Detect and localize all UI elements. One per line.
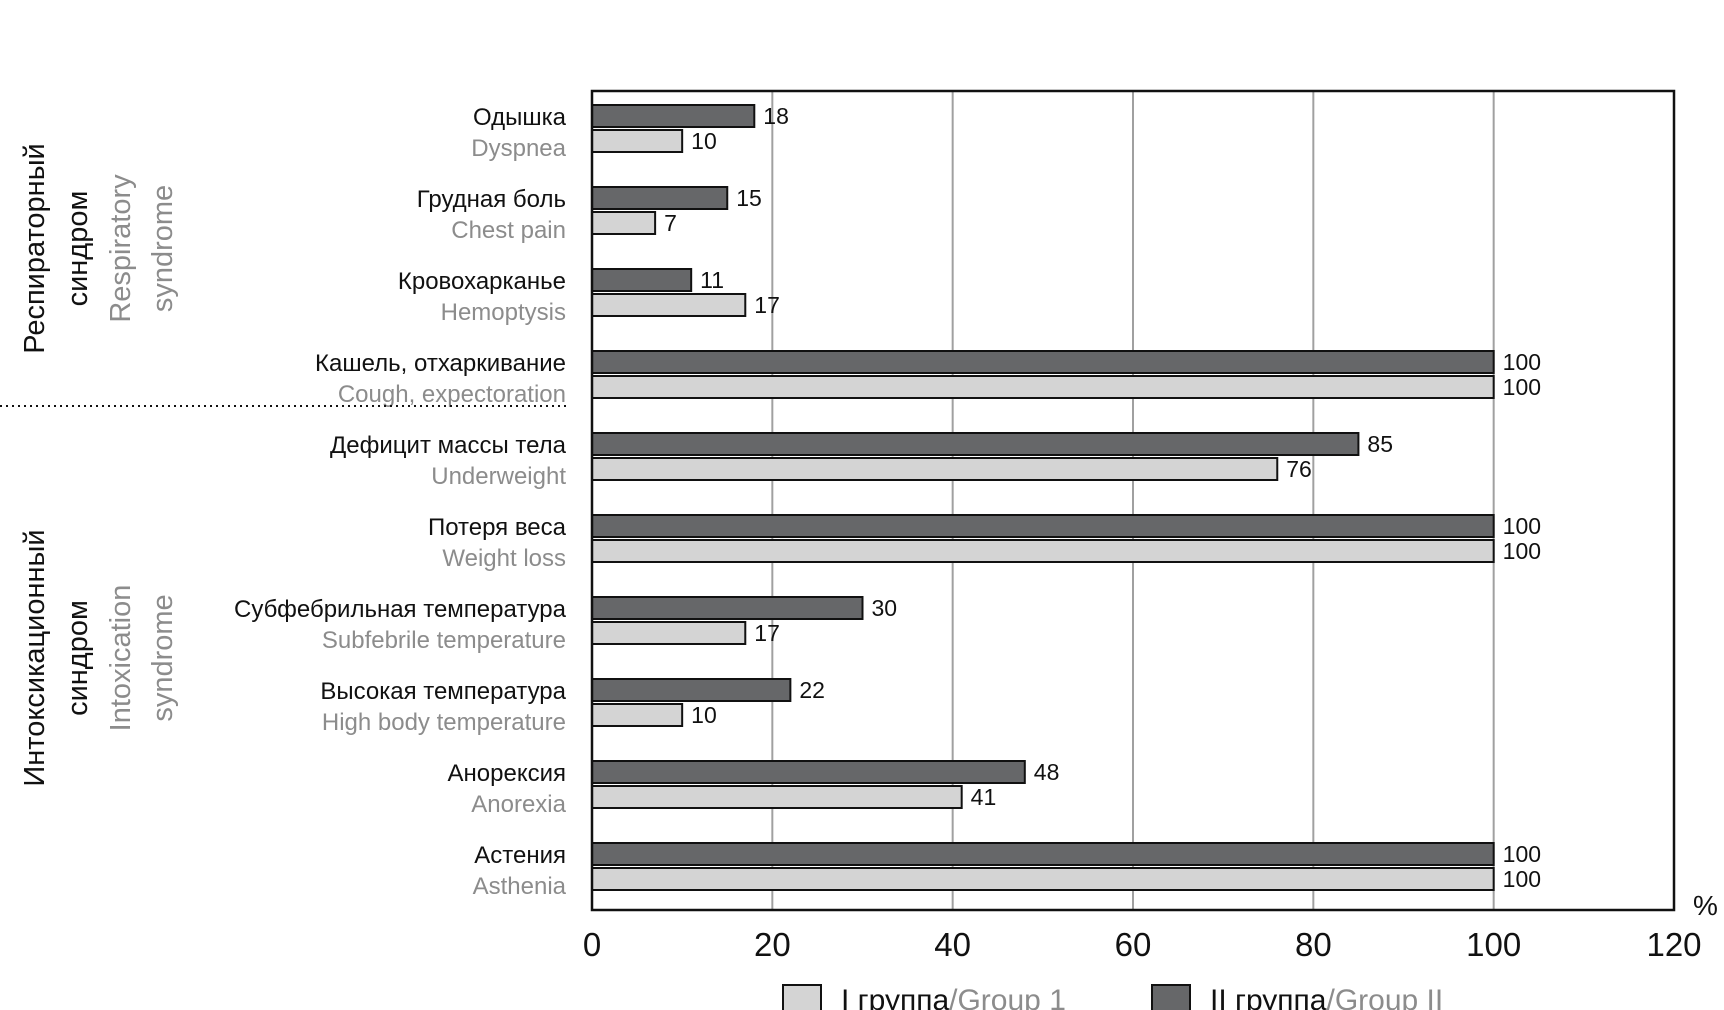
bar	[591, 129, 684, 153]
group-label: syndrome	[147, 594, 179, 721]
bar	[591, 867, 1495, 891]
category-label-en: Asthenia	[473, 873, 567, 900]
category-label-ru: Астения	[474, 842, 566, 869]
data-label: 100	[1503, 349, 1541, 375]
data-label: 15	[736, 185, 762, 211]
bar	[591, 432, 1360, 456]
unit-label: %	[1693, 890, 1718, 921]
bar	[591, 104, 756, 128]
category-label-en: Dyspnea	[471, 135, 566, 162]
bar	[591, 760, 1026, 784]
category-label-en: Cough, expectoration	[338, 381, 566, 408]
bar	[591, 268, 693, 292]
category-label-ru: Кровохарканье	[398, 268, 566, 295]
x-axis-ticks: 0 20 40 60 80 100 120%	[583, 890, 1718, 963]
category-label-en: Subfebrile temperature	[322, 627, 566, 654]
data-label: 48	[1034, 759, 1060, 785]
category-label-en: Underweight	[431, 463, 566, 490]
data-label: 76	[1286, 456, 1312, 482]
category-label-en: High body temperature	[322, 709, 566, 736]
data-label: 17	[754, 292, 780, 318]
data-label: 11	[700, 267, 724, 293]
category-label-ru: Одышка	[473, 104, 567, 131]
data-label: 100	[1503, 374, 1541, 400]
category-label-en: Hemoptysis	[441, 299, 566, 326]
bar	[591, 842, 1495, 866]
category-label-en: Chest pain	[451, 217, 566, 244]
bar	[591, 350, 1495, 374]
bar	[591, 457, 1279, 481]
bar	[591, 678, 792, 702]
bar	[591, 703, 684, 727]
group-label: Intoxication	[105, 585, 137, 732]
category-label-ru: Анорексия	[448, 760, 566, 787]
data-label: 100	[1503, 538, 1541, 564]
category-label-ru: Потеря веса	[428, 514, 567, 541]
legend: I группа/Group 1 II группа/Group II	[782, 984, 1443, 1010]
group-label: syndrome	[147, 185, 179, 312]
bars	[591, 104, 1495, 891]
data-label: 10	[691, 128, 717, 154]
bar	[591, 514, 1495, 538]
plot-frame	[590, 89, 1676, 912]
group-label: Интоксикационный	[19, 529, 51, 786]
group-label: Респираторный	[19, 143, 51, 354]
legend-swatch	[782, 984, 822, 1010]
bar	[591, 621, 747, 645]
legend-label: II группа/Group II	[1210, 984, 1443, 1010]
data-label: 30	[872, 595, 898, 621]
group-label: синдром	[62, 600, 94, 716]
x-tick-label: 0	[583, 926, 601, 963]
bar	[591, 211, 657, 235]
syndrome-groups: Респираторный синдром Respiratory syndrome И…	[19, 143, 179, 786]
bar	[591, 186, 729, 210]
x-tick-label: 20	[754, 926, 791, 963]
data-label: 100	[1503, 841, 1541, 867]
category-label-ru: Дефицит массы тела	[330, 432, 567, 459]
data-label: 22	[799, 677, 825, 703]
legend-label: I группа/Group 1	[841, 984, 1066, 1010]
group-label: Respiratory	[105, 174, 137, 323]
data-label: 41	[971, 784, 997, 810]
data-label: 100	[1503, 866, 1541, 892]
bar	[591, 293, 747, 317]
bar	[591, 785, 963, 809]
x-tick-label: 80	[1295, 926, 1332, 963]
bar	[591, 375, 1495, 399]
data-label: 100	[1503, 513, 1541, 539]
category-label-ru: Кашель, отхаркивание	[315, 350, 566, 377]
data-label: 18	[763, 103, 789, 129]
bar	[591, 596, 864, 620]
data-label: 10	[691, 702, 717, 728]
data-label: 7	[664, 210, 677, 236]
group-label: синдром	[62, 191, 94, 307]
legend-swatch	[1151, 984, 1191, 1010]
category-label-en: Anorexia	[471, 791, 566, 818]
category-label-ru: Субфебрильная температура	[234, 596, 567, 623]
x-tick-label: 120	[1646, 926, 1701, 963]
x-tick-label: 100	[1466, 926, 1521, 963]
x-tick-label: 40	[934, 926, 971, 963]
data-label: 85	[1367, 431, 1393, 457]
data-label: 17	[754, 620, 780, 646]
labels: 18 10 Одышка Dyspnea 15 7 Грудная боль Chest pa…	[234, 103, 1541, 900]
category-label-en: Weight loss	[442, 545, 566, 572]
category-label-ru: Высокая температура	[320, 678, 566, 705]
category-label-ru: Грудная боль	[417, 186, 566, 213]
bar	[591, 539, 1495, 563]
x-tick-label: 60	[1115, 926, 1152, 963]
